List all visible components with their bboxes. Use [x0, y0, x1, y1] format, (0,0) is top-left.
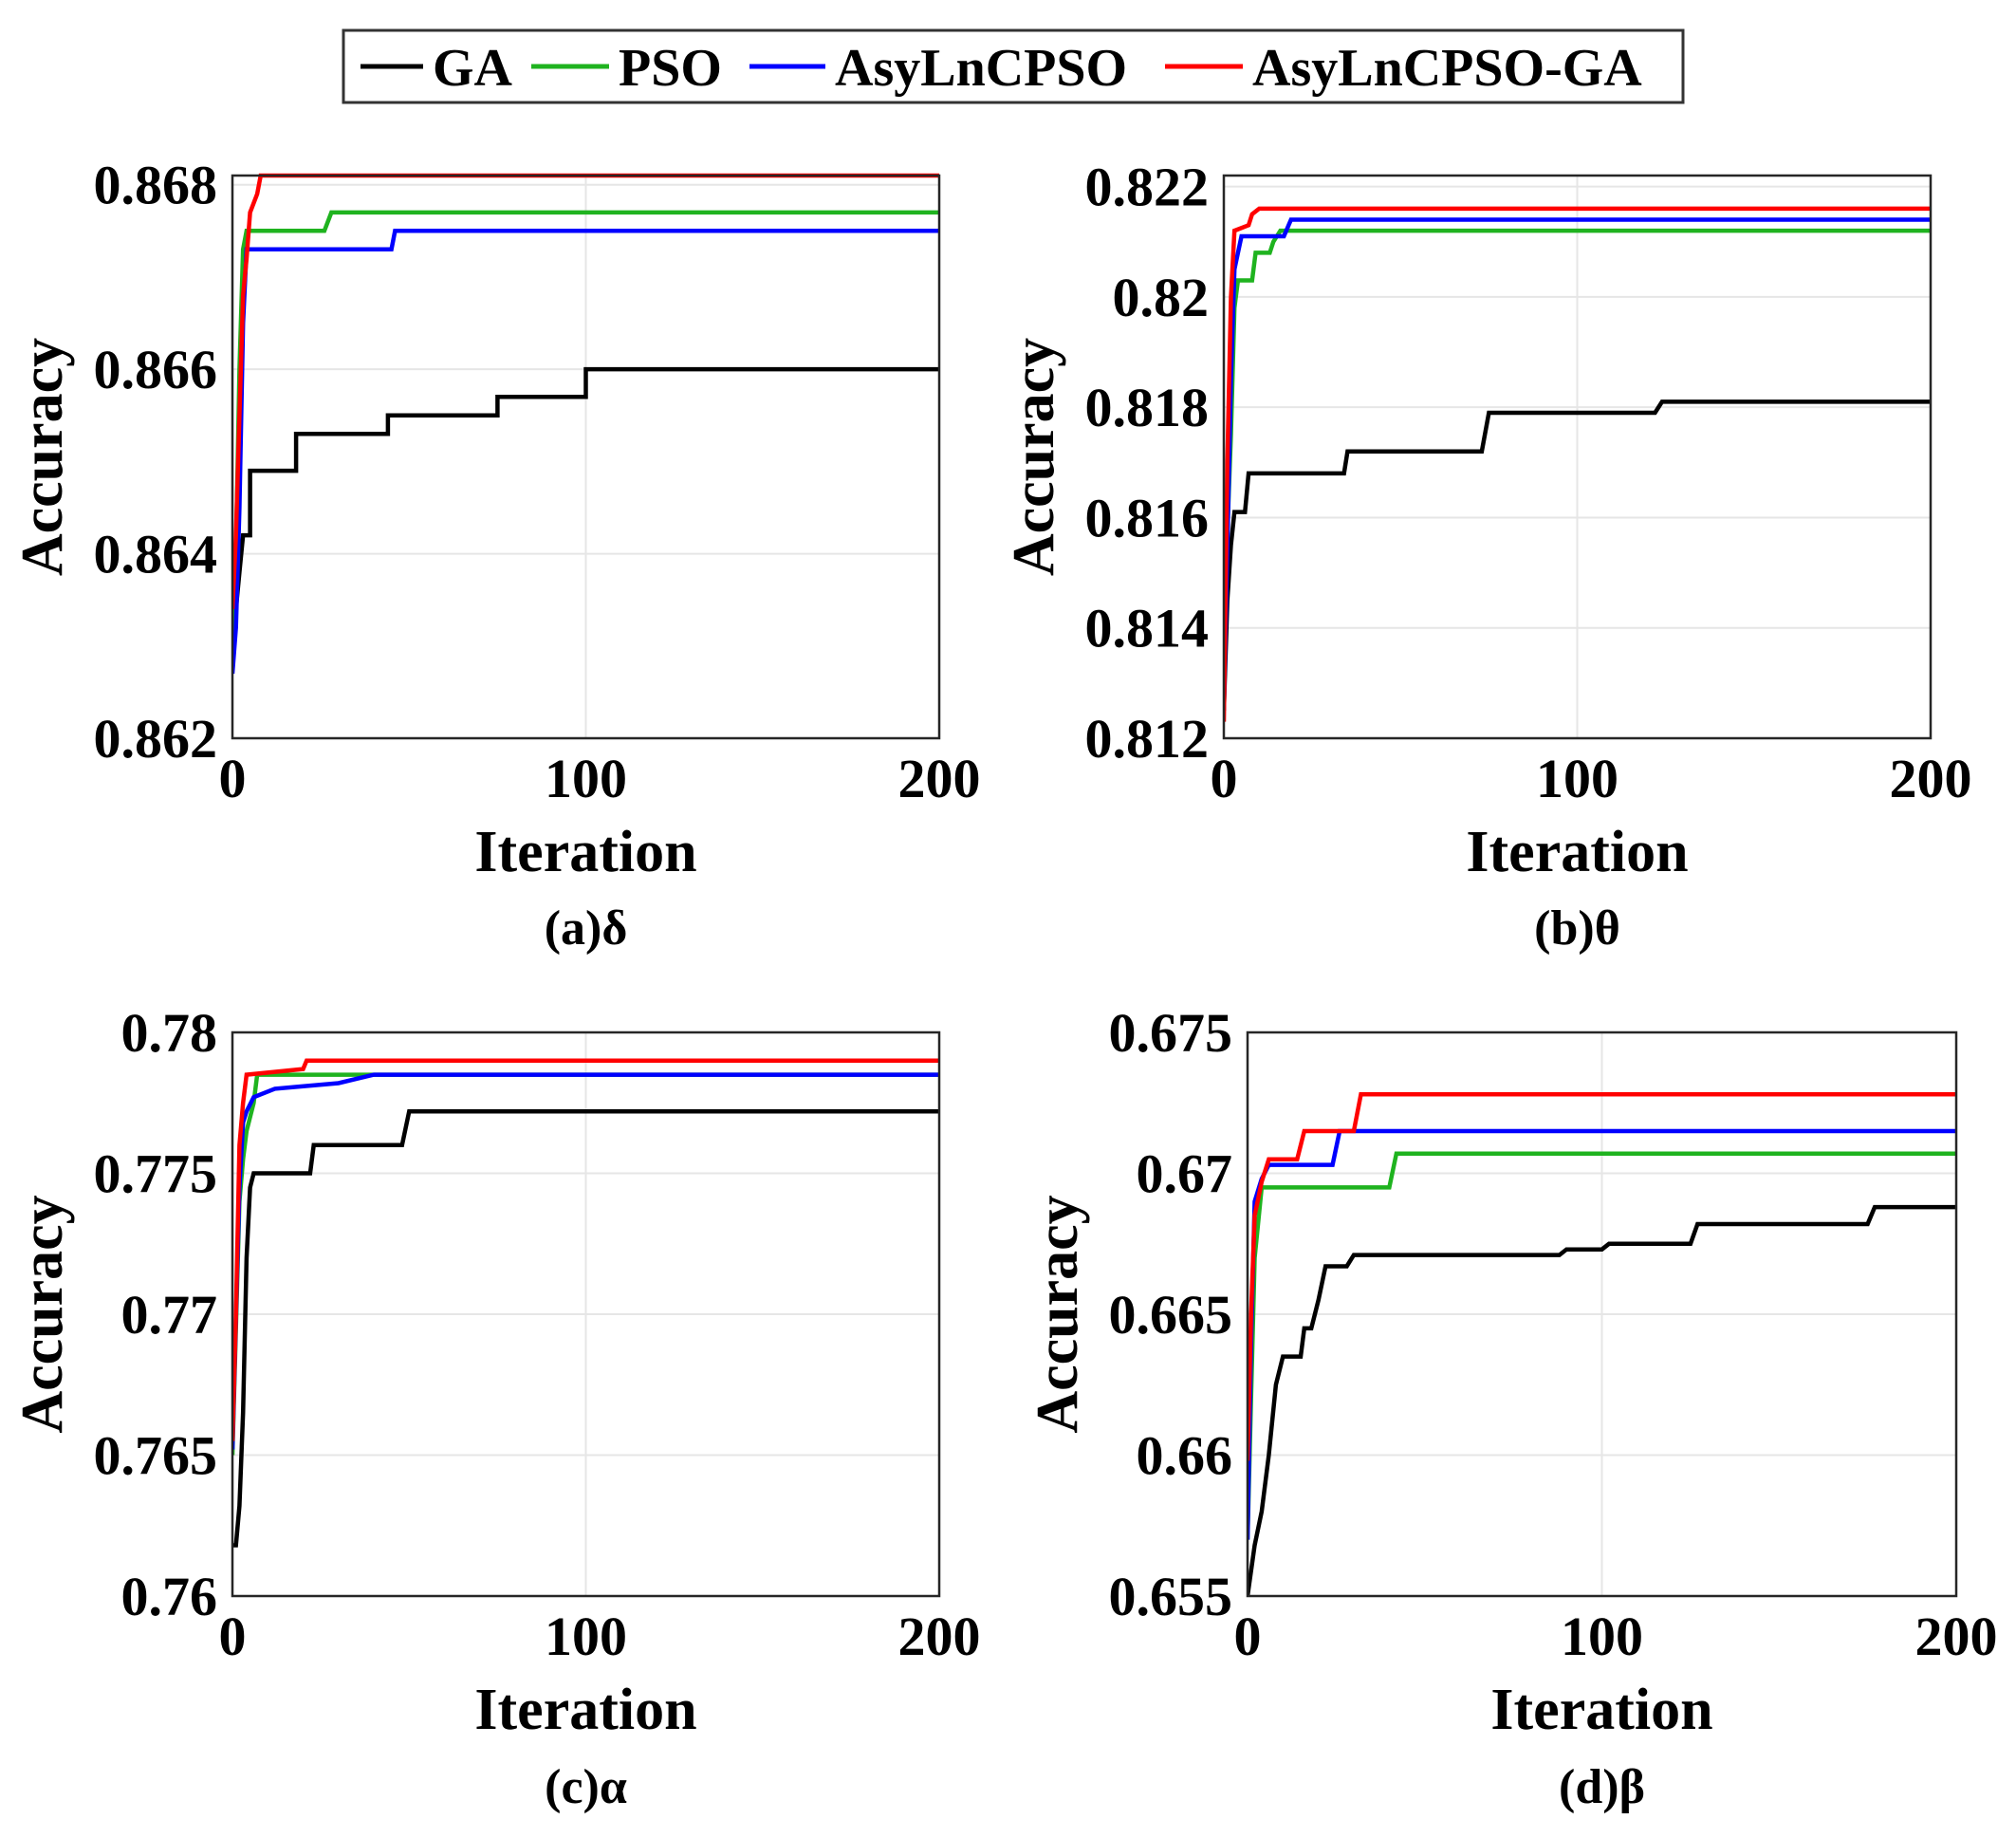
series-group [232, 173, 939, 675]
series-line-ga [232, 1108, 939, 1548]
panel-caption: (d)β [1559, 1760, 1645, 1814]
x-tick-label: 200 [1890, 748, 1972, 809]
axes-frame [1222, 174, 1933, 740]
x-axis-label: Iteration [1466, 820, 1688, 884]
y-tick-label: 0.67 [1137, 1143, 1233, 1205]
legend-label-asylncpso: AsyLnCPSO [835, 39, 1127, 98]
axes-frame [1246, 1030, 1958, 1598]
series-line-ga [1248, 1204, 1956, 1596]
chart-panel-1: 0.862 0.864 0.866 0.868 0 100 200 Iteration Accu… [10, 155, 981, 956]
y-tick-label: 0.655 [1109, 1566, 1233, 1627]
y-tick-label: 0.866 [94, 339, 218, 400]
y-tick-label: 0.816 [1085, 487, 1210, 548]
y-tick-label: 0.76 [121, 1566, 218, 1627]
x-tick-label: 0 [1211, 748, 1238, 809]
series-line-asylncpso-ga [1248, 1092, 1956, 1461]
x-axis-label: Iteration [474, 1678, 696, 1742]
x-tick-label: 0 [219, 1606, 247, 1667]
x-tick-label: 100 [1561, 1606, 1643, 1667]
y-tick-label: 0.82 [1113, 267, 1210, 328]
y-tick-label: 0.66 [1137, 1425, 1233, 1487]
y-tick-label: 0.868 [94, 155, 218, 216]
y-tick-label: 0.765 [94, 1425, 218, 1487]
y-axis-label: Accuracy [10, 338, 75, 576]
y-axis-label: Accuracy [1026, 1195, 1090, 1433]
y-tick-label: 0.822 [1085, 157, 1210, 218]
series-line-ga [232, 366, 939, 628]
series-line-asylncpso-ga [232, 173, 939, 610]
x-tick-label: 0 [1234, 1606, 1262, 1667]
legend: GA PSO AsyLnCPSO AsyLnCPSO-GA [342, 28, 1685, 104]
x-tick-label: 100 [1536, 748, 1618, 809]
axes-frame [231, 174, 941, 740]
charts: 0.862 0.864 0.866 0.868 0 100 200 Iteration Accu… [10, 155, 1998, 1814]
legend-label-ga: GA [433, 39, 513, 98]
series-line-asylncpso-ga [232, 1058, 939, 1441]
x-tick-label: 200 [898, 1606, 981, 1667]
series-group [1224, 206, 1931, 722]
series-line-ga [1224, 399, 1931, 711]
series-group [232, 1058, 939, 1548]
chart-panel-4: 0.655 0.66 0.665 0.67 0.675 0 100 200 Iteration A… [1026, 1002, 1998, 1814]
y-tick-label: 0.77 [121, 1284, 218, 1346]
legend-label-asylncpso-ga: AsyLnCPSO-GA [1252, 39, 1642, 98]
x-tick-label: 0 [219, 748, 247, 809]
panel-caption: (b)θ [1534, 901, 1620, 956]
x-tick-label: 100 [545, 1606, 627, 1667]
y-tick-label: 0.78 [121, 1002, 218, 1064]
y-axis-label: Accuracy [1002, 338, 1066, 576]
y-tick-label: 0.675 [1109, 1002, 1233, 1064]
x-tick-label: 100 [545, 748, 627, 809]
y-tick-label: 0.665 [1109, 1284, 1233, 1346]
series-line-asylncpso-ga [1224, 206, 1931, 722]
y-tick-label: 0.814 [1085, 598, 1210, 659]
y-tick-label: 0.812 [1085, 708, 1210, 770]
x-axis-label: Iteration [1490, 1678, 1712, 1742]
y-tick-label: 0.818 [1085, 377, 1210, 438]
y-tick-label: 0.864 [94, 524, 218, 585]
chart-panel-2: 0.812 0.814 0.816 0.818 0.82 0.822 0 100 200 Iter… [1002, 157, 1972, 956]
legend-label-pso: PSO [619, 39, 722, 98]
x-tick-label: 200 [1915, 1606, 1998, 1667]
x-tick-label: 200 [898, 748, 981, 809]
y-tick-label: 0.862 [94, 708, 218, 770]
x-axis-label: Iteration [474, 820, 696, 884]
axes-frame [231, 1030, 941, 1598]
series-group [1248, 1092, 1956, 1596]
y-axis-label: Accuracy [10, 1195, 75, 1433]
y-tick-label: 0.775 [94, 1143, 218, 1205]
chart-panel-3: 0.76 0.765 0.77 0.775 0.78 0 100 200 Iteration Ac… [10, 1002, 981, 1814]
panel-caption: (a)δ [545, 901, 628, 956]
panel-caption: (c)α [545, 1760, 627, 1814]
